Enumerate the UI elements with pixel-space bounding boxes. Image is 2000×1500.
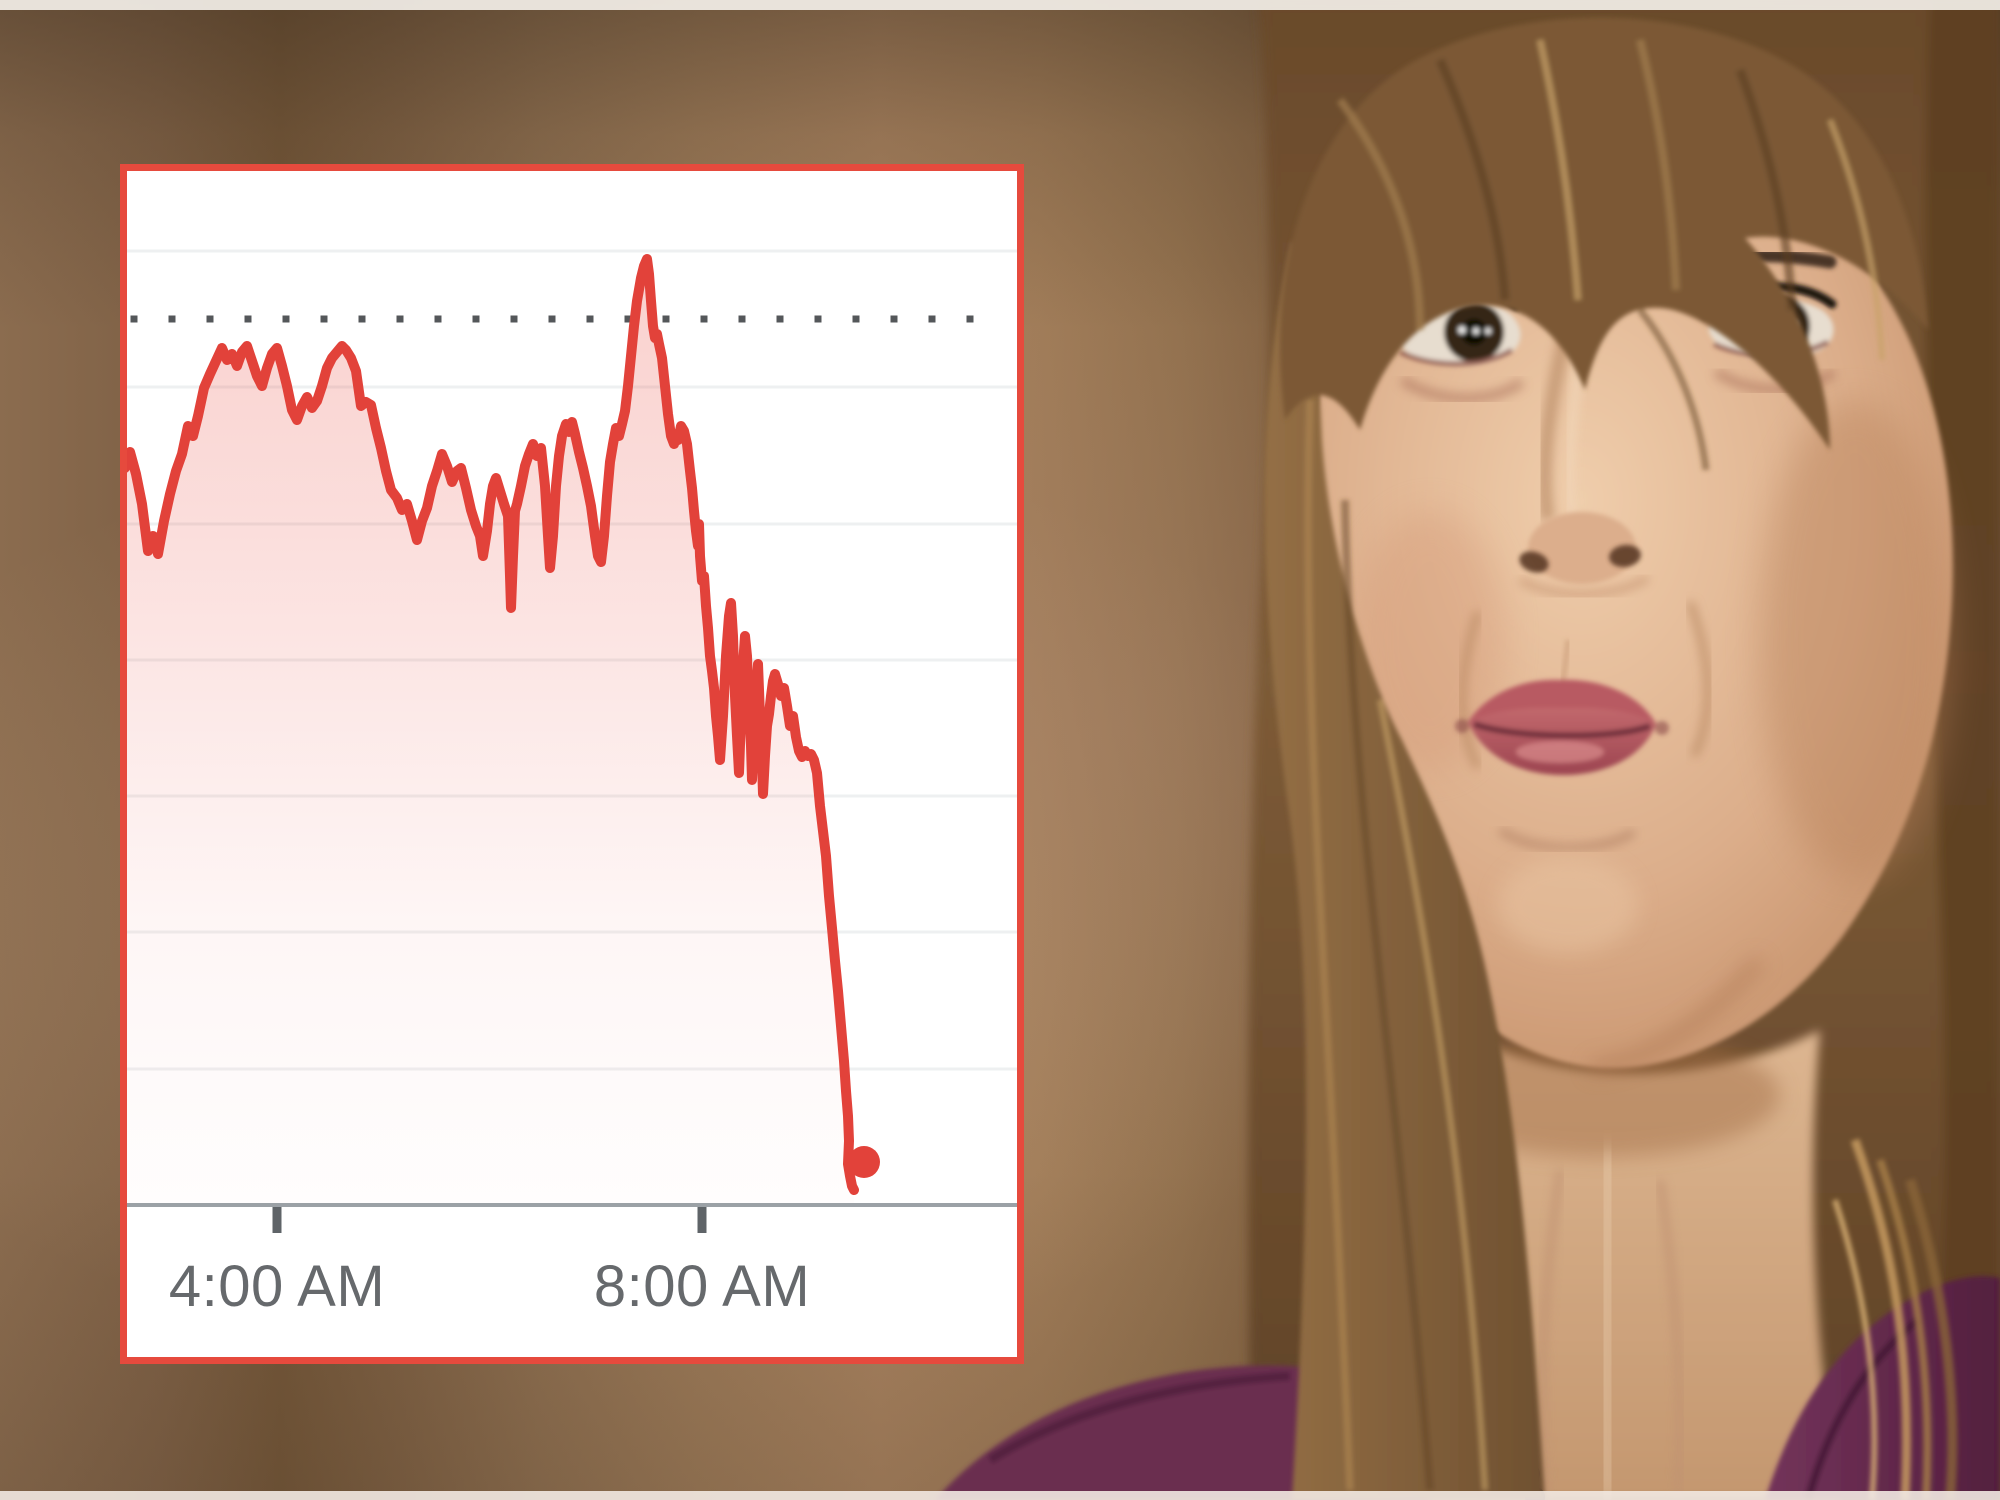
previous-close-dot (814, 315, 822, 323)
hair-strand-left (1264, 240, 1545, 1500)
top-edge-strip (0, 0, 2000, 10)
previous-close-dot (776, 315, 784, 323)
under-eye-shadow-right (1713, 367, 1837, 395)
lips (1455, 679, 1669, 776)
current-price-dot (848, 1146, 880, 1178)
chin-highlight (1498, 857, 1638, 953)
previous-close-dot (586, 315, 594, 323)
chin-crease (1497, 826, 1637, 853)
price-chart-inset: 4:00 AM 8:00 AM Blurred press photo of a … (120, 164, 1024, 1364)
previous-close-dot (320, 315, 328, 323)
previous-close-dot (662, 315, 670, 323)
previous-close-dot (206, 315, 214, 323)
x-axis-label: 4:00 AM (169, 1254, 385, 1319)
previous-close-dot (852, 315, 860, 323)
cheek-shadow-right (1760, 400, 1950, 880)
under-eye-shadow-left (1399, 375, 1525, 404)
previous-close-dot (434, 315, 442, 323)
jaw-shadow (1589, 955, 1766, 1075)
nasolabial-right (1686, 600, 1712, 758)
previous-close-dot (700, 315, 708, 323)
previous-close-dot (282, 315, 290, 323)
previous-close-dot (358, 315, 366, 323)
previous-close-dot (168, 315, 176, 323)
x-axis-tick (272, 1207, 282, 1233)
hair-fringe (1279, 17, 1928, 471)
chart-caption: Blurred press photo of a woman with shou… (127, 1357, 128, 1358)
previous-close-dot (396, 315, 404, 323)
previous-close-dot (548, 315, 556, 323)
hair-shoulder-right (1832, 1138, 1958, 1500)
previous-close-dot (510, 315, 518, 323)
price-area (127, 259, 854, 1205)
x-axis-tick (697, 1207, 707, 1233)
previous-close-dot (244, 315, 252, 323)
previous-close-dot (624, 315, 632, 323)
price-chart: 4:00 AM 8:00 AM (127, 249, 1017, 1319)
previous-close-dot (738, 315, 746, 323)
previous-close-dot (928, 315, 936, 323)
price-line (127, 254, 859, 1195)
bottom-edge-strip (0, 1491, 2000, 1500)
previous-close-dot (890, 315, 898, 323)
x-axis-label: 8:00 AM (594, 1254, 810, 1319)
previous-close-dot (130, 315, 138, 323)
nasolabial-left (1458, 610, 1482, 770)
previous-close-dot (966, 315, 974, 323)
previous-close-dot (472, 315, 480, 323)
cheek-blush-left (1355, 510, 1505, 770)
